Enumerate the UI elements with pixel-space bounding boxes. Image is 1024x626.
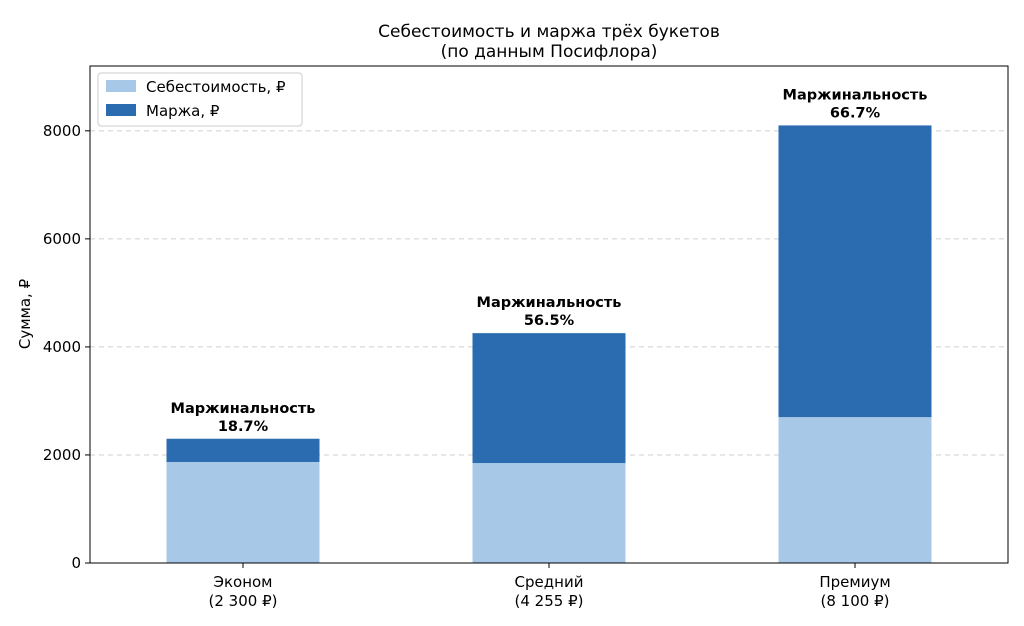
x-tick-label: Эконом	[213, 573, 272, 591]
legend-swatch	[106, 80, 136, 92]
legend: Себестоимость, ₽ Маржа, ₽	[97, 72, 303, 127]
bar-margin	[778, 125, 932, 418]
margin-annotation-value: 66.7%	[830, 105, 881, 121]
bar-margin	[166, 438, 320, 462]
x-tick-sublabel: (4 255 ₽)	[515, 592, 584, 610]
margin-annotation-label: Маржинальность	[783, 87, 928, 103]
margin-annotation-label: Маржинальность	[171, 401, 316, 417]
annotations: Маржинальность 18.7% Маржинальность 56.5% Ма…	[171, 87, 928, 434]
bar-cost	[472, 463, 626, 563]
x-tick-sublabel: (2 300 ₽)	[209, 592, 278, 610]
legend-box	[97, 72, 303, 127]
bar-cost	[778, 417, 932, 563]
chart-subtitle: (по данным Посифлора)	[441, 42, 658, 62]
legend-label: Себестоимость, ₽	[146, 78, 286, 96]
bar-cost	[166, 461, 320, 563]
bars	[166, 125, 932, 563]
bar-margin	[472, 333, 626, 464]
legend-label: Маржа, ₽	[146, 102, 220, 120]
y-axis: 0 2000 4000 6000 8000	[43, 122, 90, 572]
y-axis-label: Сумма, ₽	[16, 278, 34, 349]
x-tick-label: Средний	[515, 573, 584, 591]
margin-annotation-value: 56.5%	[524, 313, 575, 329]
y-tick-label: 4000	[43, 338, 81, 356]
margin-annotation-label: Маржинальность	[477, 295, 622, 311]
y-tick-label: 0	[71, 554, 81, 572]
y-tick-label: 8000	[43, 122, 81, 140]
legend-swatch	[106, 104, 136, 116]
y-tick-label: 2000	[43, 446, 81, 464]
margin-annotation-value: 18.7%	[218, 419, 269, 435]
x-tick-sublabel: (8 100 ₽)	[821, 592, 890, 610]
x-axis: Эконом(2 300 ₽) Средний(4 255 ₽) Премиум(8…	[209, 563, 891, 610]
x-tick-label: Премиум	[819, 573, 890, 591]
y-tick-label: 6000	[43, 230, 81, 248]
chart-title: Себестоимость и маржа трёх букетов	[378, 22, 720, 42]
